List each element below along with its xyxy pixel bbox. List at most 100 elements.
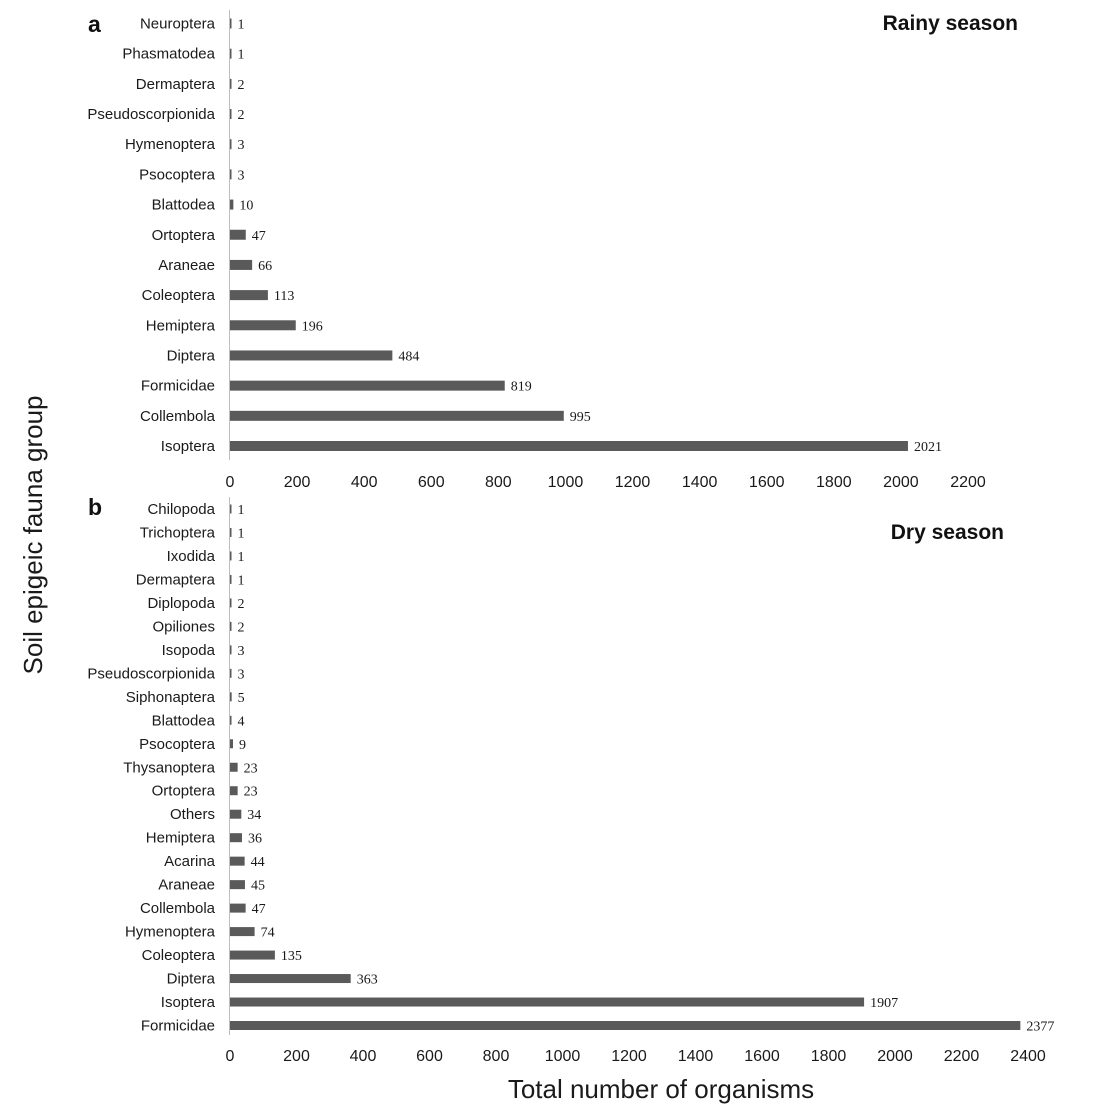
- panel-b-x-tick-label: 2400: [1010, 1048, 1046, 1065]
- panel-a-value-label: 47: [252, 229, 266, 244]
- panel-a-bar: [230, 410, 564, 421]
- panel-a-value-label: 196: [302, 319, 323, 334]
- panel-b-value-label: 1907: [870, 996, 898, 1011]
- panel-b-category-label: Isoptera: [161, 994, 216, 1011]
- panel-b-x-tick-label: 1600: [744, 1048, 780, 1065]
- panel-a-x-tick-label: 2000: [883, 474, 919, 491]
- panel-b-marks: Chilopoda 1 Trichoptera 1 Ixodida 1 Dermaptera…: [87, 501, 1054, 1035]
- panel-a-value-label: 66: [258, 259, 272, 274]
- panel-b-value-label: 9: [239, 738, 246, 753]
- panel-b-category-label: Hemiptera: [146, 830, 216, 847]
- panel-a-value-label: 2021: [914, 440, 942, 455]
- panel-b-bar: [230, 527, 232, 537]
- panel-b-category-label: Acarina: [164, 853, 216, 870]
- panel-b-bar: [230, 1021, 1021, 1030]
- panel-a-category-label: Psocoptera: [139, 166, 216, 183]
- panel-a-x-tick-label: 200: [284, 474, 311, 491]
- panel-a-value-label: 995: [570, 410, 591, 425]
- panel-a-title: Rainy season: [883, 12, 1018, 35]
- panel-b-value-label: 36: [248, 832, 262, 847]
- panel-a-category-label: Pseudoscorpionida: [87, 106, 215, 123]
- panel-b-category-label: Chilopoda: [147, 501, 215, 518]
- panel-a-x-tick-label: 1200: [615, 474, 651, 491]
- panel-a-x-tick-label: 1400: [682, 474, 718, 491]
- panel-b-category-label: Ixodida: [167, 548, 216, 565]
- x-axis-title: Total number of organisms: [508, 1074, 814, 1104]
- panel-a-bar: [230, 320, 296, 331]
- panel-b-value-label: 2: [238, 620, 245, 635]
- panel-b-category-label: Diplopoda: [147, 595, 215, 612]
- panel-b-bar: [230, 715, 232, 725]
- panel-a-bar: [230, 229, 246, 240]
- panel-a-category-label: Hemiptera: [146, 317, 216, 334]
- panel-a-category-label: Blattodea: [152, 197, 216, 214]
- panel-b-category-label: Trichoptera: [140, 524, 216, 541]
- panel-b-value-label: 74: [261, 926, 275, 941]
- panel-a-value-label: 2: [238, 78, 245, 93]
- panel-a: a Rainy season Neuroptera 1 Phasmatodea 1 De…: [87, 10, 1018, 491]
- panel-b-bar: [230, 786, 238, 796]
- panel-b-bar: [230, 809, 242, 819]
- panel-b-value-label: 23: [244, 785, 258, 800]
- panel-b-category-label: Ortoptera: [152, 783, 216, 800]
- panel-b-value-label: 3: [238, 667, 245, 682]
- panel-b-bar: [230, 880, 245, 890]
- panel-a-bar: [230, 109, 232, 120]
- panel-b-bar: [230, 903, 246, 913]
- panel-b-value-label: 3: [238, 644, 245, 659]
- panel-a-category-label: Collembola: [140, 408, 216, 425]
- panel-a-bar: [230, 350, 393, 361]
- panel-a-label: a: [88, 11, 101, 37]
- panel-a-x-tick-label: 1800: [816, 474, 852, 491]
- panel-a-bar: [230, 18, 232, 29]
- panel-b-value-label: 135: [281, 949, 302, 964]
- panel-b-x-tick-label: 1800: [811, 1048, 847, 1065]
- panel-b-bar: [230, 927, 255, 937]
- panel-a-value-label: 10: [239, 199, 253, 214]
- panel-b-value-label: 47: [252, 902, 266, 917]
- panel-b-bar: [230, 692, 232, 702]
- panel-a-x-ticks: 0 200 400 600 800 1000 1200 1400 1600 1800 2000 220…: [226, 474, 986, 491]
- panel-b-category-label: Isopoda: [162, 642, 216, 659]
- panel-b-value-label: 45: [251, 879, 265, 894]
- panel-a-category-label: Neuroptera: [140, 16, 216, 33]
- panel-b-value-label: 23: [244, 761, 258, 776]
- panel-b-category-label: Opiliones: [152, 618, 215, 635]
- panel-a-category-label: Diptera: [167, 347, 216, 364]
- panel-a-marks: Neuroptera 1 Phasmatodea 1 Dermaptera 2 Pseudo…: [87, 16, 942, 456]
- panel-a-x-tick-label: 2200: [950, 474, 986, 491]
- panel-a-category-label: Formicidae: [141, 378, 215, 395]
- panel-b-category-label: Araneae: [158, 877, 215, 894]
- panel-b-bar: [230, 739, 233, 749]
- panel-b: b Dry season Chilopoda 1 Trichoptera 1 Ixodi…: [87, 494, 1054, 1065]
- panel-b-x-tick-label: 600: [416, 1048, 443, 1065]
- y-axis-title: Soil epigeic fauna group: [18, 396, 48, 675]
- panel-b-title: Dry season: [891, 521, 1004, 544]
- panel-b-value-label: 1: [238, 550, 245, 565]
- panel-b-value-label: 34: [247, 808, 261, 823]
- panel-a-bar: [230, 259, 253, 270]
- panel-b-bar: [230, 997, 865, 1007]
- panel-b-bar: [230, 833, 242, 843]
- panel-b-value-label: 363: [357, 973, 378, 988]
- panel-b-bar: [230, 950, 275, 960]
- panel-b-x-ticks: 0 200 400 600 800 1000 1200 1400 1600 1800 2000 220…: [226, 1048, 1046, 1065]
- panel-b-x-tick-label: 1200: [611, 1048, 647, 1065]
- panel-b-bar: [230, 621, 232, 631]
- panel-b-value-label: 44: [251, 855, 265, 870]
- panel-b-category-label: Pseudoscorpionida: [87, 665, 215, 682]
- panel-a-category-label: Dermaptera: [136, 76, 216, 93]
- panel-a-value-label: 113: [274, 289, 294, 304]
- panel-b-category-label: Others: [170, 806, 215, 823]
- panel-a-bar: [230, 199, 234, 210]
- panel-a-value-label: 484: [398, 349, 419, 364]
- panel-b-bar: [230, 974, 351, 984]
- panel-a-category-label: Araneae: [158, 257, 215, 274]
- panel-a-category-label: Isoptera: [161, 438, 216, 455]
- panel-a-bar: [230, 169, 232, 180]
- panel-b-x-tick-label: 0: [226, 1048, 235, 1065]
- panel-a-value-label: 1: [238, 48, 245, 63]
- panel-b-bar: [230, 762, 238, 772]
- panel-b-label: b: [88, 494, 102, 520]
- panel-a-x-tick-label: 800: [485, 474, 512, 491]
